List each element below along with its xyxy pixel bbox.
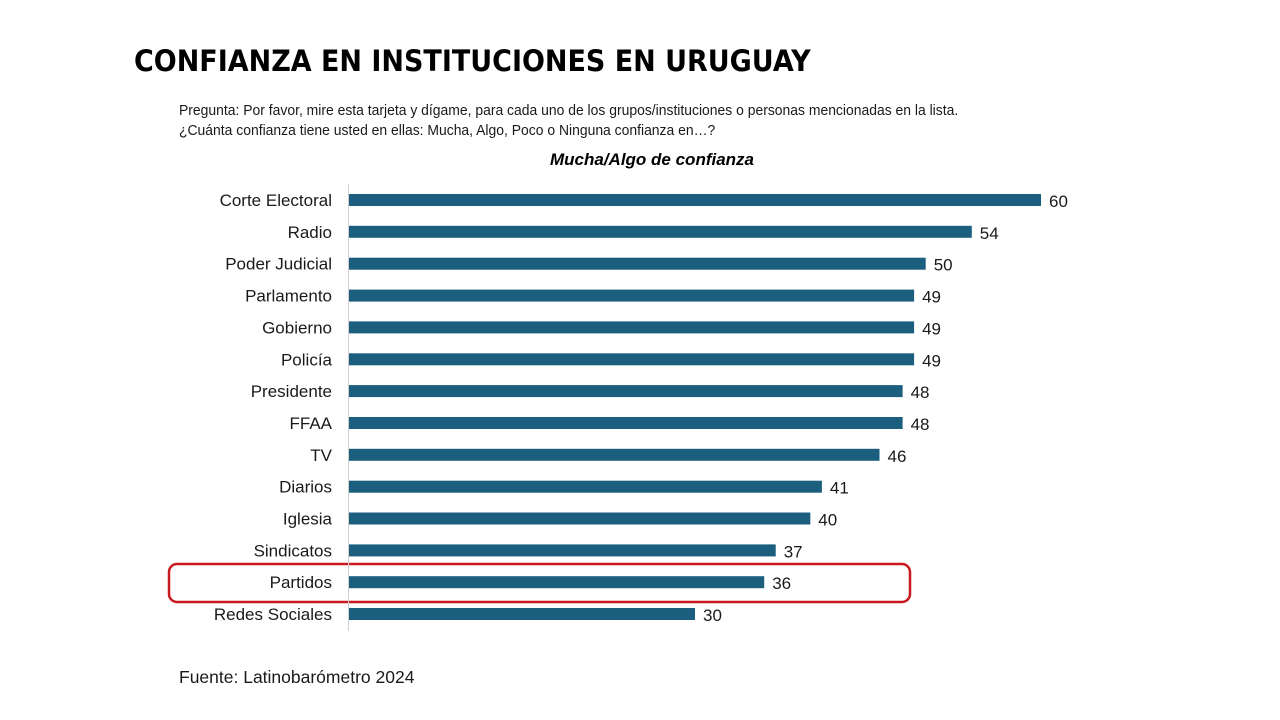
chart-title: Mucha/Algo de confianza: [549, 150, 755, 169]
value-label: 50: [934, 256, 953, 275]
bar-partidos: [349, 576, 765, 589]
value-label: 41: [830, 479, 849, 498]
category-label: Iglesia: [283, 510, 333, 529]
bar-policía: [349, 353, 915, 366]
value-label: 40: [818, 511, 837, 530]
category-labels-group: Corte Electoral Radio Poder Judicial Parlam…: [214, 191, 333, 624]
category-label: Parlamento: [245, 287, 332, 306]
category-label: Sindicatos: [254, 541, 332, 560]
value-label: 46: [888, 447, 907, 466]
category-label: FFAA: [289, 414, 332, 433]
category-label: Redes Sociales: [214, 605, 332, 624]
bar-redes-sociales: [349, 608, 695, 620]
bar-poder-judicial: [349, 257, 926, 270]
category-label: TV: [310, 446, 332, 465]
source-note: Fuente: Latinobarómetro 2024: [179, 667, 415, 687]
question-line-2: ¿Cuánta confianza tiene usted en ellas: …: [179, 123, 716, 139]
page-title: CONFIANZA EN INSTITUCIONES EN URUGUAY: [134, 44, 811, 78]
value-label: 48: [911, 383, 930, 402]
category-label: Diarios: [279, 478, 332, 497]
category-label: Policía: [281, 350, 333, 369]
value-label: 60: [1049, 192, 1068, 211]
bar-parlamento: [349, 289, 915, 302]
bar-tv: [349, 448, 880, 461]
category-label: Poder Judicial: [225, 255, 332, 274]
bars-group: [349, 194, 1041, 620]
value-label: 49: [922, 319, 941, 338]
value-label: 36: [772, 574, 791, 593]
bar-sindicatos: [349, 544, 776, 557]
category-label: Partidos: [270, 573, 332, 592]
bar-presidente: [349, 385, 903, 398]
category-label: Presidente: [251, 382, 332, 401]
bar-ffaa: [349, 417, 903, 429]
bar-gobierno: [349, 321, 915, 334]
category-label: Radio: [288, 223, 332, 242]
value-label: 37: [784, 542, 803, 561]
highlight-box: [167, 562, 912, 604]
bar-corte-electoral: [349, 194, 1041, 206]
survey-question: Pregunta: Por favor, mire esta tarjeta y…: [179, 101, 1101, 141]
value-label: 54: [980, 224, 999, 243]
value-label: 49: [922, 351, 941, 370]
value-label: 30: [703, 606, 722, 625]
value-label: 49: [922, 288, 941, 307]
category-label: Gobierno: [262, 318, 332, 337]
bar-diarios: [349, 480, 822, 493]
category-label: Corte Electoral: [220, 191, 332, 210]
question-line-1: Pregunta: Por favor, mire esta tarjeta y…: [179, 103, 959, 119]
value-label: 48: [911, 415, 930, 434]
bar-radio: [349, 225, 972, 238]
bar-iglesia: [349, 512, 811, 525]
